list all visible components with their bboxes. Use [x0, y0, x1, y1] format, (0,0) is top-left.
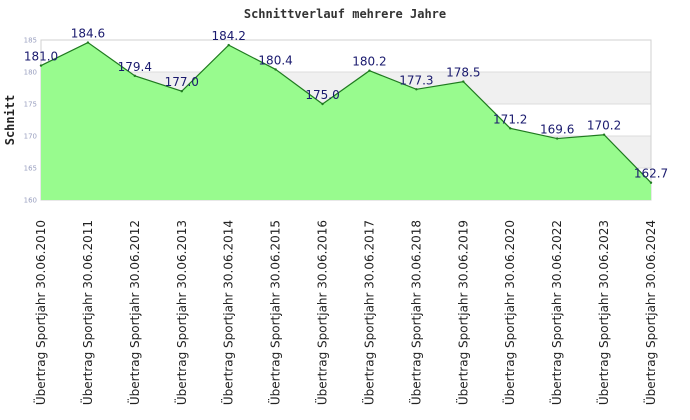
data-label: 181.0 — [24, 50, 58, 64]
data-label: 178.5 — [446, 66, 480, 80]
data-point — [180, 90, 183, 93]
data-label: 162.7 — [634, 167, 668, 181]
data-point — [321, 102, 324, 106]
x-tick-label: Übertrag Sportjahr 30.06.2015 — [267, 220, 283, 405]
x-tick-label: Übertrag Sportjahr 30.06.2024 — [642, 220, 658, 405]
data-point — [227, 43, 230, 47]
x-tick-label: Übertrag Sportjahr 30.06.2013 — [173, 220, 189, 405]
data-label: 171.2 — [493, 112, 527, 126]
data-label: 169.6 — [540, 123, 574, 137]
x-tick-label: Übertrag Sportjahr 30.06.2012 — [126, 220, 142, 405]
data-label: 179.4 — [118, 60, 152, 74]
x-tick-label: Übertrag Sportjahr 30.06.2019 — [454, 220, 470, 405]
series-area — [41, 42, 651, 201]
x-tick-label: Übertrag Sportjahr 30.06.2014 — [220, 220, 236, 405]
y-tick-label: 185 — [24, 37, 37, 45]
data-point — [649, 181, 653, 184]
x-tick-label: Übertrag Sportjahr 30.06.2018 — [407, 220, 423, 405]
y-tick-label: 160 — [24, 197, 37, 205]
data-label: 180.2 — [352, 55, 386, 69]
x-tick-label: Übertrag Sportjahr 30.06.2023 — [595, 220, 611, 405]
y-tick-label: 175 — [24, 101, 37, 109]
data-point — [602, 133, 606, 136]
data-label: 170.2 — [587, 119, 621, 133]
data-label: 184.6 — [71, 27, 105, 41]
background-band — [41, 40, 651, 72]
y-tick-label: 165 — [24, 165, 37, 173]
data-label: 180.4 — [258, 53, 292, 67]
data-label: 184.2 — [212, 29, 246, 43]
y-tick-label: 170 — [24, 133, 37, 141]
data-label: 175.0 — [305, 88, 339, 102]
data-label: 177.3 — [399, 73, 433, 87]
y-axis-title: Schnitt — [3, 95, 17, 146]
plot-area: 160 165 170 175 180 185 181.0 184.6 179.4 177.0 18… — [24, 27, 669, 406]
x-tick-label: Übertrag Sportjahr 30.06.2010 — [32, 220, 48, 405]
x-tick-label: Übertrag Sportjahr 30.06.2017 — [360, 220, 376, 405]
data-label: 177.0 — [165, 75, 199, 89]
data-point — [462, 80, 465, 83]
data-point — [509, 127, 512, 130]
data-point — [86, 41, 90, 44]
x-tick-label: Übertrag Sportjahr 30.06.2011 — [79, 220, 95, 405]
data-point — [415, 88, 418, 91]
data-point — [555, 137, 559, 140]
data-point — [274, 68, 277, 71]
data-point — [133, 74, 137, 78]
x-tick-label: Übertrag Sportjahr 30.06.2022 — [548, 220, 564, 405]
chart-title: Schnittverlauf mehrere Jahre — [244, 7, 446, 21]
series-line — [40, 41, 652, 184]
y-tick-label: 180 — [24, 69, 37, 77]
x-tick-label: Übertrag Sportjahr 30.06.2016 — [314, 220, 330, 405]
x-tick-label: Übertrag Sportjahr 30.06.2020 — [501, 220, 517, 405]
data-point — [368, 69, 371, 72]
data-point — [39, 64, 43, 67]
